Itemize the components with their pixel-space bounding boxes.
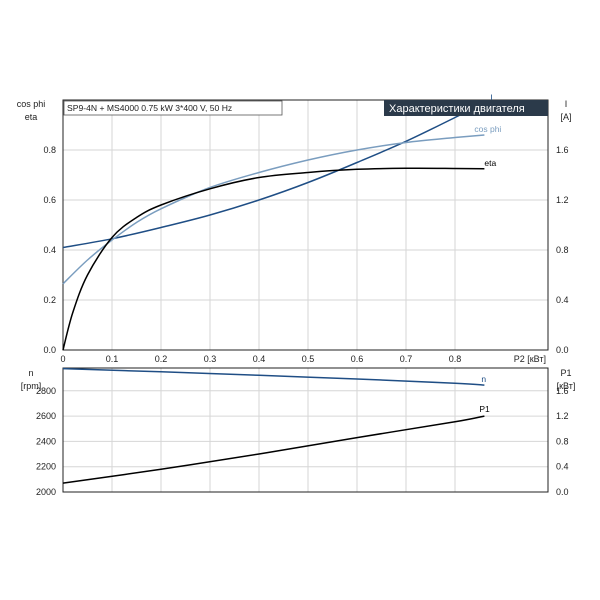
series-label-p1: P1 [479, 404, 490, 414]
right-axis-label-i: I [565, 99, 568, 109]
x-tick-label: 0.6 [351, 354, 364, 364]
right-axis-unit-a: [A] [560, 112, 571, 122]
lower-right-tick-label: 0.0 [556, 487, 569, 497]
right-tick-label: 1.2 [556, 195, 569, 205]
lower-right-tick-label: 0.4 [556, 462, 569, 472]
x-tick-label: 0.8 [449, 354, 462, 364]
upper-tick-labels: 0 0.1 0.2 0.3 0.4 0.5 0.6 0.7 0.8 0.0 0.2 0.4 0.6 0.8… [43, 145, 568, 364]
lower-left-tick-label: 2800 [36, 386, 56, 396]
lower-left-tick-label: 2000 [36, 487, 56, 497]
left-axis-label-eta: eta [25, 112, 38, 122]
lower-left-axis-unit-rpm: [rpm] [21, 381, 42, 391]
lower-left-tick-label: 2600 [36, 411, 56, 421]
chart-title: Характеристики двигателя [389, 103, 525, 115]
lower-right-tick-label: 1.2 [556, 411, 569, 421]
lower-right-axis-label-p1: P1 [560, 368, 571, 378]
x-tick-label: 0.1 [106, 354, 119, 364]
series-line-eta [62, 167, 485, 351]
x-tick-label: 0 [60, 354, 65, 364]
series-label-n: n [481, 374, 486, 384]
chart-title-box [384, 100, 548, 116]
left-tick-label: 0.2 [43, 295, 56, 305]
x-tick-label: 0.5 [302, 354, 315, 364]
series-line-n [62, 367, 485, 386]
lower-plot-frame [62, 367, 549, 493]
x-tick-label: 0.2 [155, 354, 168, 364]
lower-plot-grid [63, 368, 548, 492]
right-tick-label: 0.4 [556, 295, 569, 305]
x-tick-label: 0.4 [253, 354, 266, 364]
lower-left-tick-label: 2200 [36, 462, 56, 472]
series-line-i [62, 101, 485, 249]
lower-right-axis-unit-kw: [кВт] [557, 381, 576, 391]
lower-right-tick-label: 1.6 [556, 386, 569, 396]
lower-left-axis-label-n: n [28, 368, 33, 378]
left-axis-label-cos-phi: cos phi [17, 99, 46, 109]
left-tick-label: 0.0 [43, 345, 56, 355]
right-tick-label: 0.0 [556, 345, 569, 355]
upper-plot-grid [63, 100, 548, 350]
lower-right-tick-label: 0.8 [556, 436, 569, 446]
x-axis-label: P2 [кВт] [514, 354, 546, 364]
right-tick-label: 1.6 [556, 145, 569, 155]
x-tick-label: 0.7 [400, 354, 413, 364]
upper-plot-frame [62, 99, 549, 351]
lower-tick-labels: 2000 2200 2400 2600 2800 0.0 0.4 0.8 1.2 1.6 [36, 386, 569, 497]
series-label-eta: eta [484, 158, 496, 168]
series-label-i: I [490, 93, 492, 103]
info-label-box [63, 100, 283, 116]
left-tick-label: 0.6 [43, 195, 56, 205]
series-line-p1 [62, 415, 485, 484]
series-line-cos-phi [62, 134, 485, 285]
lower-series-group: n P1 [62, 367, 490, 484]
right-tick-label: 0.8 [556, 245, 569, 255]
info-label: SP9-4N + MS4000 0.75 kW 3*400 V, 50 Hz [67, 103, 232, 113]
left-tick-label: 0.4 [43, 245, 56, 255]
left-tick-label: 0.8 [43, 145, 56, 155]
lower-left-tick-label: 2400 [36, 436, 56, 446]
series-label-cos-phi: cos phi [474, 124, 501, 134]
x-tick-label: 0.3 [204, 354, 217, 364]
